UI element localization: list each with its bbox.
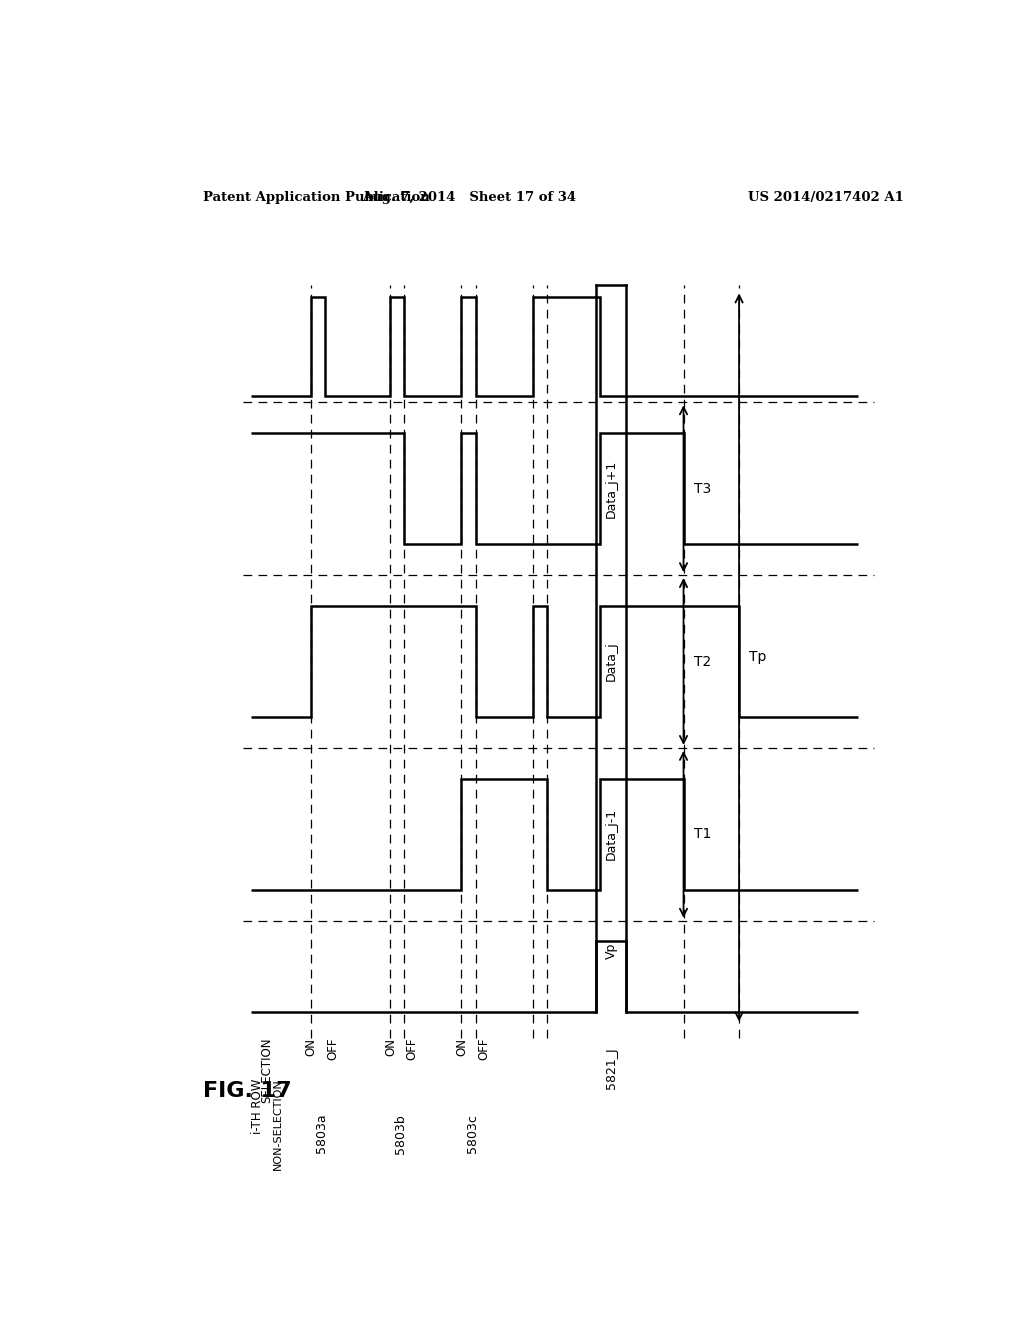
Text: SELECTION: SELECTION bbox=[260, 1038, 273, 1104]
Text: NON-SELECTION: NON-SELECTION bbox=[273, 1078, 283, 1170]
Text: i-TH ROW: i-TH ROW bbox=[251, 1078, 264, 1134]
Text: 5821_J: 5821_J bbox=[605, 1048, 617, 1089]
Text: Aug. 7, 2014   Sheet 17 of 34: Aug. 7, 2014 Sheet 17 of 34 bbox=[362, 190, 577, 203]
Text: Data_j: Data_j bbox=[605, 642, 617, 681]
Text: 5803b: 5803b bbox=[394, 1114, 408, 1154]
Text: T3: T3 bbox=[694, 482, 711, 496]
Text: T1: T1 bbox=[694, 828, 712, 841]
Text: ON: ON bbox=[305, 1038, 317, 1056]
Text: T2: T2 bbox=[694, 655, 711, 668]
Text: OFF: OFF bbox=[327, 1038, 339, 1060]
Text: Data_j-1: Data_j-1 bbox=[605, 808, 617, 861]
Text: Data_j+1: Data_j+1 bbox=[605, 459, 617, 517]
Text: FIG. 17: FIG. 17 bbox=[204, 1081, 292, 1101]
Text: ON: ON bbox=[456, 1038, 469, 1056]
Text: 5803a: 5803a bbox=[315, 1114, 328, 1154]
Text: 5803c: 5803c bbox=[466, 1114, 479, 1152]
Text: US 2014/0217402 A1: US 2014/0217402 A1 bbox=[749, 190, 904, 203]
Text: Vp: Vp bbox=[605, 942, 617, 960]
Text: Tp: Tp bbox=[750, 651, 767, 664]
Text: ON: ON bbox=[384, 1038, 397, 1056]
Text: OFF: OFF bbox=[477, 1038, 490, 1060]
Text: Patent Application Publication: Patent Application Publication bbox=[204, 190, 430, 203]
Text: OFF: OFF bbox=[406, 1038, 419, 1060]
